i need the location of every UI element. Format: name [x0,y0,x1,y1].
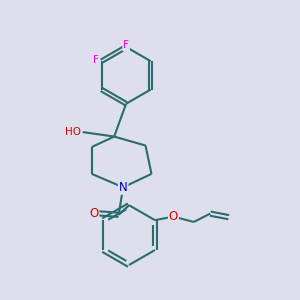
Text: F: F [93,55,99,65]
Text: O: O [169,210,178,223]
Text: F: F [123,40,129,50]
Text: N: N [119,181,128,194]
Text: O: O [89,207,98,220]
Text: HO: HO [65,127,81,137]
